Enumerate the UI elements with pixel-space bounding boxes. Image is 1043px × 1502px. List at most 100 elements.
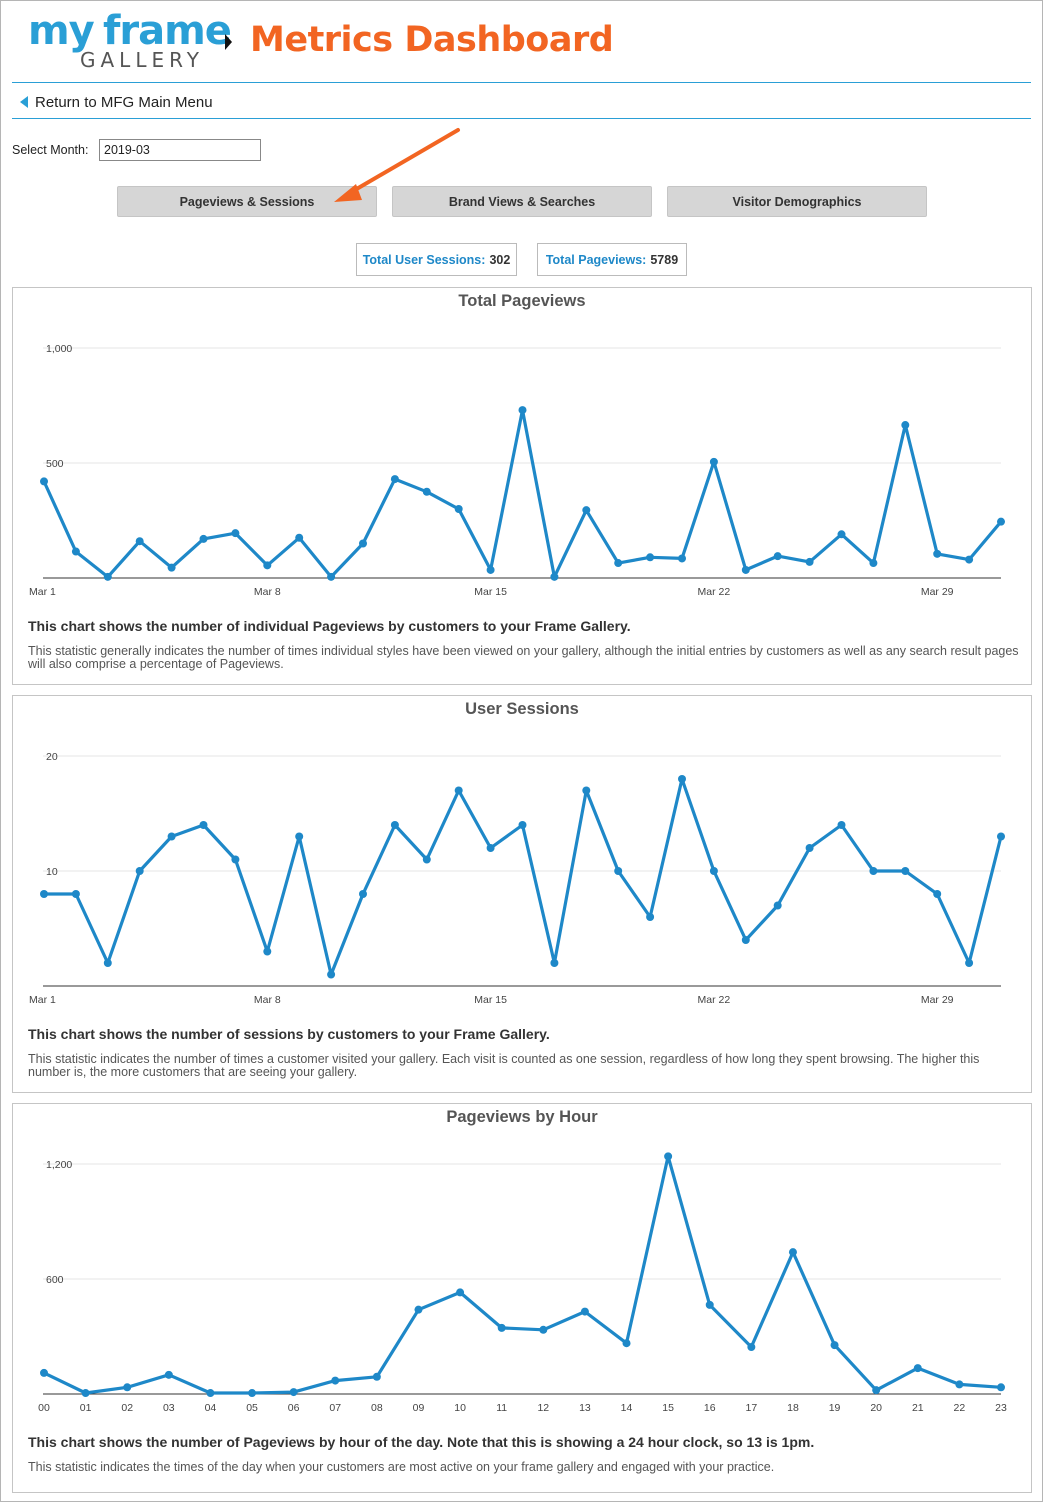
data-point: [40, 477, 48, 486]
data-point: [837, 821, 846, 829]
data-point: [805, 557, 814, 566]
data-point: [327, 970, 336, 979]
data-point: [580, 1307, 589, 1316]
x-tick-label: 14: [621, 1402, 633, 1414]
data-point: [582, 506, 591, 515]
data-point: [664, 1152, 673, 1161]
data-point: [705, 1300, 714, 1309]
data-point: [199, 821, 208, 829]
x-tick-label: Mar 29: [921, 586, 954, 598]
chart-panel-total-pageviews: Total Pageviews 500 1,000 Mar 1 Mar 8 Mar 15…: [12, 287, 1032, 685]
chart-description: This chart shows the number of Pageviews…: [28, 1434, 815, 1450]
chart-title: Total Pageviews: [458, 292, 586, 310]
data-point: [965, 555, 974, 564]
data-point: [933, 549, 942, 558]
x-tick-label: Mar 1: [29, 586, 56, 598]
total-pageviews-badge: Total Pageviews: 5789: [537, 243, 687, 276]
data-point: [622, 1339, 631, 1348]
data-point: [295, 832, 304, 841]
breadcrumb-arrow-icon: [225, 34, 232, 50]
logo-word-gallery: GALLERY: [80, 48, 204, 72]
data-point: [539, 1325, 548, 1334]
x-tick-label: 23: [995, 1402, 1007, 1414]
x-tick-label: Mar 8: [254, 994, 281, 1006]
total-sessions-value: 302: [489, 252, 511, 267]
series-line: [44, 777, 1003, 977]
chart-note: This statistic generally indicates the n…: [28, 644, 1019, 671]
x-tick-label: 15: [662, 1402, 674, 1414]
x-tick-label: 01: [80, 1402, 92, 1414]
y-tick-label: 1,200: [46, 1159, 72, 1171]
data-point: [248, 1389, 257, 1398]
x-tick-label: 10: [454, 1402, 466, 1414]
data-point: [582, 786, 591, 795]
x-tick-label: 20: [870, 1402, 882, 1414]
pageviews-by-hour-chart: 600 1,200 00 01 02 03 04 05 06 07 08 09 10 11 12 13 14 15…: [38, 1152, 1007, 1414]
data-point: [454, 505, 463, 513]
chart-title: User Sessions: [465, 700, 579, 718]
data-point: [456, 1288, 465, 1297]
data-point: [614, 867, 623, 875]
logo-word-my: my: [28, 8, 95, 54]
data-point: [164, 1370, 173, 1379]
chart-title: Pageviews by Hour: [446, 1108, 598, 1126]
chart-panel-user-sessions: User Sessions 10 20 Mar 1 Mar 8 Mar 15 Mar 22…: [12, 695, 1032, 1093]
x-tick-label: 07: [329, 1402, 341, 1414]
data-point: [741, 565, 750, 574]
data-point: [331, 1376, 340, 1385]
x-tick-label: 00: [38, 1402, 50, 1414]
data-point: [955, 1380, 964, 1389]
data-point: [40, 890, 48, 898]
data-point: [263, 561, 272, 570]
data-point: [901, 867, 910, 875]
y-tick-label: 600: [46, 1274, 64, 1286]
logo[interactable]: my frame GALLERY: [28, 8, 232, 72]
data-point: [709, 457, 718, 466]
data-point: [678, 554, 686, 563]
data-point: [678, 775, 686, 783]
x-tick-label: Mar 1: [29, 994, 56, 1006]
tab-brand-views-searches[interactable]: Brand Views & Searches: [392, 186, 652, 217]
x-tick-label: 11: [496, 1402, 507, 1414]
x-tick-label: 12: [537, 1402, 549, 1414]
y-tick-label: 10: [46, 866, 58, 878]
data-point: [901, 421, 910, 430]
data-point: [231, 855, 240, 864]
data-point: [486, 844, 495, 852]
select-month-label: Select Month:: [12, 143, 89, 157]
data-point: [206, 1389, 215, 1398]
total-pageviews-label: Total Pageviews:: [545, 252, 647, 267]
data-point: [81, 1389, 90, 1398]
data-point: [518, 406, 527, 415]
divider-bottom: [12, 118, 1031, 119]
tab-visitor-demographics[interactable]: Visitor Demographics: [667, 186, 927, 217]
x-tick-label: Mar 15: [474, 994, 507, 1006]
data-point: [805, 844, 814, 852]
back-arrow-icon: [20, 96, 28, 108]
data-point: [933, 890, 942, 898]
data-point: [550, 959, 559, 967]
data-point: [997, 832, 1005, 841]
back-link[interactable]: Return to MFG Main Menu: [20, 91, 213, 113]
x-tick-label: 16: [704, 1402, 716, 1414]
back-link-label: Return to MFG Main Menu: [35, 93, 213, 111]
chart-panel-pageviews-by-hour: Pageviews by Hour 600 1,200 00 01 02 03 04 05 06…: [12, 1103, 1032, 1493]
data-point: [390, 821, 399, 829]
x-tick-label: Mar 8: [254, 586, 281, 598]
data-point: [199, 534, 208, 543]
data-point: [135, 867, 144, 875]
y-tick-label: 1,000: [46, 343, 72, 355]
data-point: [372, 1372, 381, 1381]
month-input[interactable]: [99, 139, 261, 161]
data-point: [773, 901, 782, 910]
data-point: [103, 572, 112, 581]
data-point: [518, 821, 527, 829]
data-point: [997, 517, 1005, 526]
chart-description: This chart shows the number of individua…: [28, 618, 631, 634]
y-tick-label: 20: [46, 751, 58, 763]
data-point: [422, 487, 431, 496]
tab-pageviews-sessions[interactable]: Pageviews & Sessions: [117, 186, 377, 217]
data-point: [830, 1341, 839, 1350]
divider-top: [12, 82, 1031, 83]
data-point: [497, 1323, 506, 1332]
